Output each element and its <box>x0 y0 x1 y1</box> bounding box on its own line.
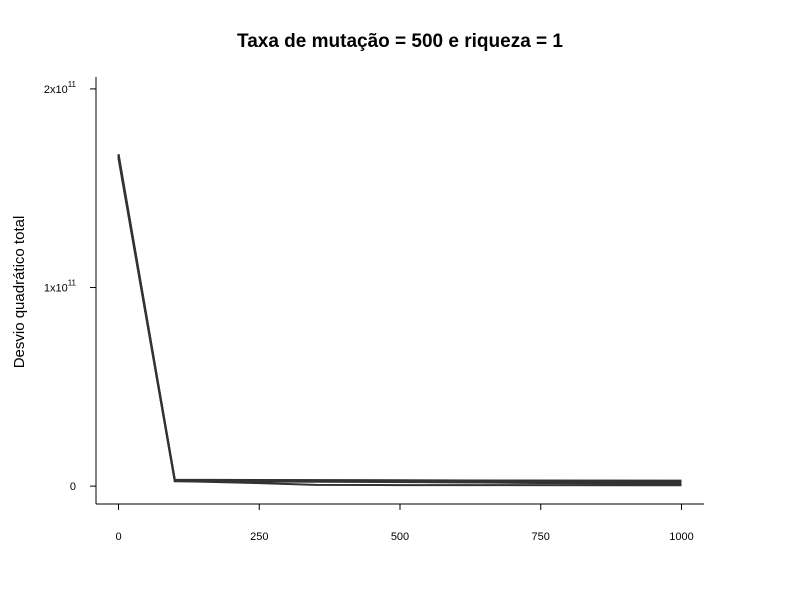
x-tick-label: 250 <box>250 531 268 543</box>
series-line-7 <box>117 155 682 487</box>
series-line-1 <box>117 154 682 482</box>
x-tick-label: 750 <box>532 531 550 543</box>
data-series <box>117 153 682 487</box>
y-tick-exponent: 11 <box>68 279 77 288</box>
y-tick-label: 1x1011 <box>44 279 77 295</box>
y-tick-base: 1x10 <box>44 283 68 295</box>
series-line-4 <box>117 155 682 484</box>
x-tick-label: 500 <box>391 531 409 543</box>
y-tick-label: 0 <box>70 481 76 493</box>
y-tick-label: 2x1011 <box>44 80 77 96</box>
x-tick-label: 1000 <box>669 531 693 543</box>
chart-title: Taxa de mutação = 500 e riqueza = 1 <box>237 31 563 52</box>
axes <box>90 77 704 510</box>
series-line-2 <box>117 156 682 482</box>
y-tick-base: 2x10 <box>44 84 68 96</box>
y-tick-exponent: 11 <box>68 80 77 89</box>
series-line-3 <box>117 157 682 483</box>
series-line-6 <box>117 153 682 486</box>
y-tick-base: 0 <box>70 481 76 493</box>
series-line-5 <box>117 158 682 485</box>
y-axis-label: Desvio quadrático total <box>11 216 28 369</box>
x-tick-label: 0 <box>115 531 121 543</box>
